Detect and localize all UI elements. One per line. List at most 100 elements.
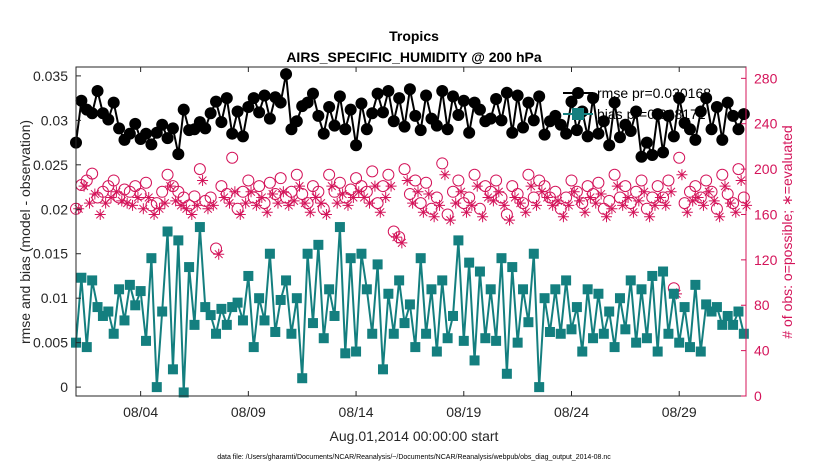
rmse-point (716, 133, 729, 146)
obs-evaluated-marker (401, 174, 413, 186)
bias-point (194, 222, 205, 233)
obs-evaluated-marker (100, 197, 112, 209)
rmse-point (360, 123, 373, 136)
bias-point (507, 262, 518, 273)
rmse-point (247, 92, 260, 105)
obs-evaluated-marker (191, 199, 203, 211)
bias-point (162, 226, 173, 237)
rmse-point (694, 105, 707, 118)
bias-point (81, 342, 92, 353)
bias-point (243, 270, 254, 281)
obs-evaluated-marker (186, 208, 198, 220)
obs-evaluated-marker (385, 180, 397, 192)
rmse-point (102, 113, 115, 126)
obs-evaluated-marker (175, 199, 187, 211)
obs-evaluated-marker (396, 237, 408, 249)
bias-point (92, 302, 103, 313)
bias-point (733, 306, 744, 317)
bias-point (157, 306, 168, 317)
legend-rmse-marker (572, 87, 584, 99)
obs-evaluated-marker (568, 186, 580, 198)
y-tick-label-left: 0.03 (41, 112, 68, 128)
rmse-point (344, 103, 357, 116)
obs-evaluated-marker (159, 197, 171, 209)
rmse-point (511, 89, 524, 102)
bias-point (151, 382, 162, 393)
bias-point (469, 355, 480, 366)
bias-point (302, 248, 313, 259)
x-tick-label: 08/04 (123, 404, 158, 420)
obs-evaluated-marker (714, 211, 726, 223)
bias-point (377, 364, 388, 375)
bias-point (598, 328, 609, 339)
rmse-point (414, 124, 427, 137)
bias-point (388, 328, 399, 339)
obs-possible-marker (140, 176, 153, 189)
obs-evaluated-marker (110, 186, 122, 198)
bias-point (512, 337, 523, 348)
bias-point (577, 346, 588, 357)
obs-evaluated-marker (541, 191, 553, 203)
bias-point (146, 253, 157, 264)
bias-point (501, 368, 512, 379)
obs-evaluated-marker (105, 191, 117, 203)
obs-evaluated-marker (579, 206, 591, 218)
legend-rmse-label: rmse pr=0.030168 (597, 85, 711, 101)
rmse-point (721, 96, 734, 109)
bias-point (728, 319, 739, 330)
obs-evaluated-marker (256, 191, 268, 203)
bias-point (561, 275, 572, 286)
y-tick-label-right: 160 (754, 206, 778, 222)
y-tick-label-left: 0.015 (33, 246, 68, 262)
rmse-point (376, 106, 389, 119)
series-obs-evaluated (73, 169, 753, 300)
x-tick-label: 08/24 (554, 404, 589, 420)
rmse-point (156, 118, 169, 131)
bias-point (329, 310, 340, 321)
rmse-point (657, 146, 670, 159)
bias-point (614, 293, 625, 304)
rmse-point (640, 136, 653, 149)
obs-possible-marker (290, 168, 303, 181)
bias-point (383, 288, 394, 299)
bias-point (658, 266, 669, 277)
rmse-point (403, 83, 416, 96)
obs-evaluated-marker (320, 208, 332, 220)
bias-point (496, 253, 507, 264)
bias-point (264, 248, 275, 259)
rmse-point (587, 92, 600, 105)
bias-point (307, 318, 318, 329)
rmse-point (705, 123, 718, 136)
bias-point (216, 303, 227, 314)
obs-evaluated-marker (240, 197, 252, 209)
rmse-point (263, 112, 276, 125)
obs-evaluated-marker (148, 208, 160, 220)
rmse-point (199, 122, 212, 135)
obs-evaluated-marker (428, 211, 440, 223)
obs-evaluated-marker (687, 195, 699, 207)
rmse-point (613, 131, 626, 144)
obs-possible-marker (86, 167, 99, 180)
obs-possible-marker (398, 163, 411, 176)
bias-point (491, 335, 502, 346)
rmse-point (123, 127, 136, 140)
rmse-point (333, 90, 346, 103)
rmse-point (387, 115, 400, 128)
obs-evaluated-marker (530, 199, 542, 211)
obs-evaluated-marker (644, 211, 656, 223)
bias-point (690, 279, 701, 290)
bias-point (474, 266, 485, 277)
obs-possible-marker (161, 168, 174, 181)
rmse-point (129, 117, 142, 130)
obs-evaluated-marker (245, 186, 257, 198)
obs-evaluated-marker (741, 199, 753, 211)
obs-evaluated-marker (342, 199, 354, 211)
rmse-point (312, 109, 325, 122)
obs-evaluated-marker (482, 191, 494, 203)
bias-point (394, 275, 405, 286)
x-tick-label: 08/19 (446, 404, 481, 420)
obs-possible-marker (226, 151, 239, 164)
obs-evaluated-marker (601, 211, 613, 223)
bias-point (534, 382, 545, 393)
